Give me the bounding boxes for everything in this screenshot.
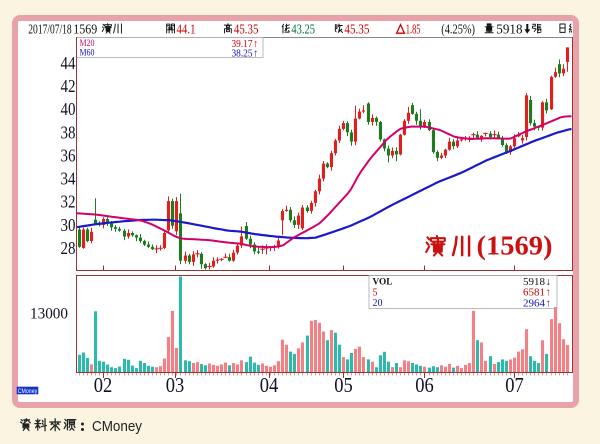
svg-text:06: 06 bbox=[415, 373, 434, 397]
svg-text:20: 20 bbox=[373, 298, 383, 309]
svg-text:13000: 13000 bbox=[30, 306, 68, 323]
svg-text:1.85: 1.85 bbox=[406, 22, 421, 37]
svg-text:02: 02 bbox=[94, 373, 113, 397]
svg-text:2964: 2964 bbox=[523, 298, 546, 309]
svg-text:40: 40 bbox=[61, 99, 76, 119]
svg-text:↑: ↑ bbox=[253, 39, 258, 50]
svg-text:CMoney: CMoney bbox=[92, 419, 143, 435]
svg-text:M60: M60 bbox=[80, 48, 95, 58]
svg-text:↓: ↓ bbox=[546, 277, 551, 288]
svg-text:07: 07 bbox=[505, 373, 524, 397]
svg-text:34: 34 bbox=[61, 169, 76, 189]
svg-text:↑: ↑ bbox=[546, 288, 551, 299]
svg-text:44: 44 bbox=[61, 53, 76, 73]
svg-text:39.17: 39.17 bbox=[232, 39, 253, 50]
svg-text:36: 36 bbox=[61, 145, 76, 165]
svg-text:↑: ↑ bbox=[253, 48, 258, 59]
svg-text:↑: ↑ bbox=[546, 298, 551, 309]
svg-text:VOL: VOL bbox=[373, 278, 393, 288]
svg-text:28: 28 bbox=[61, 238, 76, 258]
svg-text:1569: 1569 bbox=[73, 22, 97, 37]
svg-text:CMoney: CMoney bbox=[18, 388, 38, 395]
svg-text:(4.25%): (4.25%) bbox=[441, 22, 475, 37]
svg-text:6581: 6581 bbox=[523, 288, 545, 299]
svg-text:42: 42 bbox=[61, 76, 76, 96]
svg-text:03: 03 bbox=[166, 373, 185, 397]
svg-text:32: 32 bbox=[61, 192, 76, 212]
svg-text:44.1: 44.1 bbox=[177, 22, 196, 37]
svg-text:30: 30 bbox=[61, 215, 76, 235]
svg-text:2017/07/18: 2017/07/18 bbox=[28, 22, 72, 37]
svg-text:5918: 5918 bbox=[523, 277, 545, 288]
svg-text:5918: 5918 bbox=[496, 22, 522, 37]
svg-text:45.35: 45.35 bbox=[234, 22, 259, 37]
svg-text:38: 38 bbox=[61, 122, 76, 142]
svg-text:45.35: 45.35 bbox=[344, 22, 369, 37]
svg-text:(1569): (1569) bbox=[477, 229, 553, 260]
svg-text:M20: M20 bbox=[80, 38, 95, 48]
svg-text:04: 04 bbox=[260, 373, 279, 397]
svg-text:5: 5 bbox=[373, 287, 378, 298]
svg-text:43.25: 43.25 bbox=[291, 22, 315, 37]
svg-text:38.25: 38.25 bbox=[232, 48, 253, 59]
svg-text:05: 05 bbox=[334, 373, 353, 397]
